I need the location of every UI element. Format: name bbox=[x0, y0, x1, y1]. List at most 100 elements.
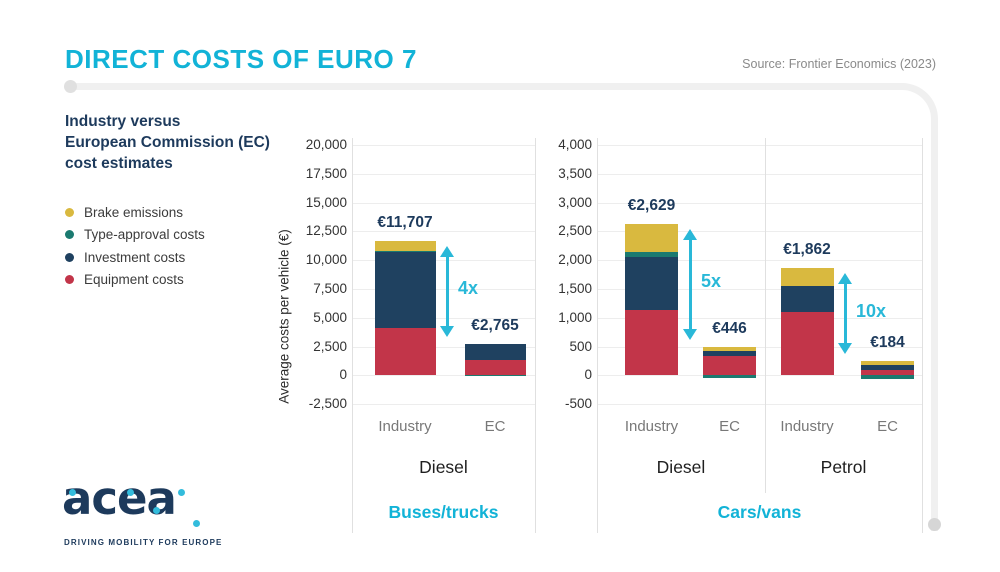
y-tick-label: 1,500 bbox=[558, 281, 592, 296]
axis-border bbox=[352, 138, 353, 533]
y-tick-label: -500 bbox=[564, 396, 592, 412]
bar-segment-equipment bbox=[464, 359, 526, 375]
type-approval-swatch-icon bbox=[65, 230, 74, 240]
bar-segment-type_approval bbox=[625, 252, 678, 258]
y-tick-label: 2,000 bbox=[558, 252, 592, 268]
axis-border bbox=[535, 138, 536, 533]
gridline bbox=[352, 404, 535, 406]
logo-accent-dot-icon bbox=[193, 520, 200, 527]
y-tick-label: 3,500 bbox=[558, 165, 592, 181]
subtitle-line: Industry versus bbox=[65, 113, 181, 130]
bar-category-label: EC bbox=[877, 418, 898, 435]
logo-accent-dot-icon bbox=[178, 489, 185, 496]
gridline bbox=[597, 317, 922, 319]
chart-subtitle: Industry versus European Commission (EC)… bbox=[65, 111, 270, 174]
gridline bbox=[597, 202, 922, 204]
multiplier-label: 5x bbox=[701, 271, 722, 292]
gridline bbox=[352, 173, 535, 175]
bar-value-label: €184 bbox=[870, 334, 905, 352]
gridline bbox=[352, 346, 535, 348]
y-tick-label: 3,000 bbox=[558, 194, 592, 210]
y-tick-label: 15,000 bbox=[305, 194, 347, 210]
bar-value-label: €1,862 bbox=[783, 241, 831, 259]
bar-segment-brake bbox=[703, 346, 756, 351]
bar-category-label: EC bbox=[484, 418, 506, 435]
multiplier-label: 10x bbox=[856, 300, 887, 321]
acea-logo-tagline: DRIVING MOBILITY FOR EUROPE bbox=[64, 538, 223, 547]
bar-segment-investment bbox=[780, 286, 834, 313]
bar-category-label: Industry bbox=[378, 418, 432, 435]
chart-title: Cars/vans bbox=[717, 502, 802, 522]
bar-segment-type_approval bbox=[374, 250, 436, 252]
axis-border bbox=[922, 138, 923, 533]
y-tick-label: 12,500 bbox=[305, 223, 347, 239]
gridline bbox=[597, 346, 922, 348]
bar-segment-investment bbox=[374, 251, 436, 329]
y-tick-label: 5,000 bbox=[313, 309, 347, 325]
multiplier-arrow-line bbox=[445, 254, 449, 328]
bar-category-label: EC bbox=[719, 418, 740, 435]
gridline bbox=[352, 145, 535, 146]
gridline bbox=[597, 173, 922, 175]
bar-segment-brake bbox=[374, 240, 436, 251]
subtitle-line: European Commission (EC) bbox=[65, 134, 270, 151]
logo-accent-dot-icon bbox=[153, 507, 160, 514]
bar-value-label: €2,765 bbox=[471, 316, 519, 334]
bar-segment-equipment bbox=[625, 310, 678, 376]
y-tick-label: 20,000 bbox=[305, 137, 347, 152]
multiplier-arrow-up-icon bbox=[838, 273, 852, 285]
multiplier-arrow-down-icon bbox=[838, 343, 852, 355]
decorative-frame bbox=[67, 83, 938, 531]
bar-segment-investment bbox=[625, 257, 678, 311]
chart-title: Buses/trucks bbox=[388, 502, 499, 522]
multiplier-arrow-line bbox=[843, 282, 847, 346]
y-tick-label: 0 bbox=[584, 367, 592, 383]
y-tick-label: 10,000 bbox=[305, 252, 347, 268]
legend: Brake emissions Type-approval costs Inve… bbox=[65, 201, 205, 291]
y-tick-label: 17,500 bbox=[305, 165, 347, 181]
y-tick-label: 2,500 bbox=[313, 338, 347, 354]
bar-category-label: Industry bbox=[624, 418, 679, 435]
multiplier-arrow-down-icon bbox=[440, 325, 454, 337]
gridline bbox=[597, 404, 922, 406]
y-tick-label: 500 bbox=[569, 338, 592, 354]
y-tick-label: 2,500 bbox=[558, 223, 592, 239]
gridline bbox=[597, 145, 922, 146]
gridline bbox=[597, 231, 922, 233]
acea-logo-text: acea bbox=[62, 472, 177, 525]
equipment-swatch-icon bbox=[65, 275, 74, 285]
gridline bbox=[597, 260, 922, 262]
bar-category-label: Industry bbox=[780, 418, 834, 435]
legend-item-equipment: Equipment costs bbox=[65, 269, 205, 292]
y-tick-label: -2,500 bbox=[308, 396, 347, 412]
bar-segment-equipment bbox=[703, 356, 756, 376]
multiplier-arrow-down-icon bbox=[683, 328, 697, 340]
fuel-type-label: Diesel bbox=[656, 457, 706, 477]
bar-segment-brake bbox=[861, 361, 914, 366]
source-note: Source: Frontier Economics (2023) bbox=[742, 57, 936, 71]
gridline bbox=[352, 260, 535, 262]
multiplier-arrow-line bbox=[688, 237, 692, 331]
bar-value-label: €446 bbox=[712, 319, 747, 337]
multiplier-arrow-up-icon bbox=[440, 245, 454, 257]
bar-value-label: €11,707 bbox=[377, 213, 433, 231]
logo-accent-dot-icon bbox=[127, 489, 134, 496]
legend-item-brake: Brake emissions bbox=[65, 201, 205, 224]
gridline bbox=[352, 202, 535, 204]
bar-segment-type_approval bbox=[861, 375, 914, 379]
legend-item-investment: Investment costs bbox=[65, 246, 205, 269]
fuel-type-label: Petrol bbox=[820, 457, 867, 477]
y-tick-label: 4,000 bbox=[558, 137, 592, 152]
bar-value-label: €2,629 bbox=[627, 196, 676, 214]
page-title: DIRECT COSTS OF EURO 7 bbox=[65, 44, 417, 74]
investment-swatch-icon bbox=[65, 252, 74, 262]
axis-border bbox=[597, 138, 598, 533]
brake-emissions-swatch-icon bbox=[65, 207, 74, 217]
bar-segment-brake bbox=[780, 268, 834, 287]
gridline bbox=[352, 317, 535, 319]
gridline bbox=[352, 231, 535, 233]
bar-segment-investment bbox=[464, 343, 526, 360]
subtitle-line: cost estimates bbox=[65, 155, 173, 172]
gridline bbox=[352, 289, 535, 290]
